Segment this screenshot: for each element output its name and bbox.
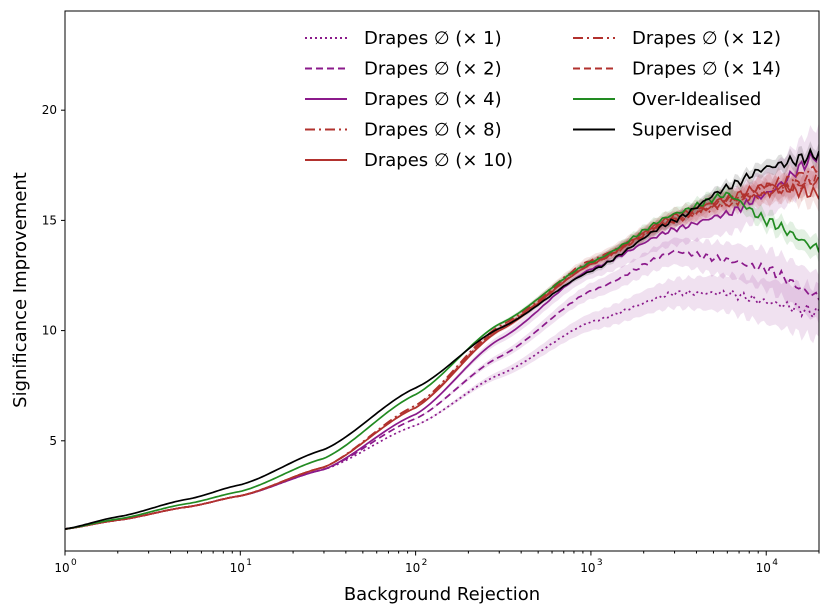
y-axis-label: Significance Improvement — [10, 172, 31, 408]
x-tick-exponent: 2 — [422, 558, 428, 568]
series-0-band — [65, 271, 819, 529]
x-axis-label: Background Rejection — [344, 584, 540, 605]
series-6-line — [65, 172, 819, 530]
legend-label: Drapes ∅ (× 2) — [364, 59, 502, 80]
legend-label: Drapes ∅ (× 1) — [364, 28, 502, 49]
x-tick-label: 10 — [230, 561, 245, 575]
legend-label: Drapes ∅ (× 12) — [632, 28, 781, 49]
x-tick-exponent: 0 — [71, 558, 77, 568]
uncertainty-bands — [65, 122, 819, 530]
legend-label: Over-Idealised — [632, 89, 761, 110]
x-tick-exponent: 3 — [597, 558, 603, 568]
legend-label: Drapes ∅ (× 14) — [632, 59, 781, 80]
x-tick-label: 10 — [580, 561, 595, 575]
series-lines — [65, 147, 819, 530]
series-2-band — [65, 122, 819, 529]
x-tick-exponent: 1 — [246, 558, 252, 568]
legend-label: Drapes ∅ (× 10) — [364, 150, 513, 171]
legend: Drapes ∅ (× 1) Drapes ∅ (× 2) Drapes ∅ (× … — [305, 28, 781, 171]
legend-label: Supervised — [632, 120, 732, 141]
series-1-band — [65, 237, 819, 529]
plot-frame — [64, 10, 820, 552]
y-tick-label: 5 — [49, 434, 57, 448]
y-axis: 5 10 15 20 — [42, 103, 65, 448]
series-6-band — [65, 161, 819, 530]
legend-label: Drapes ∅ (× 4) — [364, 89, 502, 110]
series-5-band — [65, 153, 819, 529]
series-8-line — [65, 147, 819, 530]
x-tick-label: 10 — [54, 561, 69, 575]
x-tick-label: 10 — [405, 561, 420, 575]
y-tick-label: 20 — [42, 103, 57, 117]
x-tick-label: 10 — [756, 561, 771, 575]
legend-label: Drapes ∅ (× 8) — [364, 120, 502, 141]
y-tick-label: 15 — [42, 213, 57, 227]
y-tick-label: 10 — [42, 324, 57, 338]
x-tick-exponent: 4 — [772, 558, 778, 568]
x-axis: 10 0 10 1 10 2 10 3 10 4 — [54, 551, 820, 575]
series-0-line — [65, 288, 819, 530]
